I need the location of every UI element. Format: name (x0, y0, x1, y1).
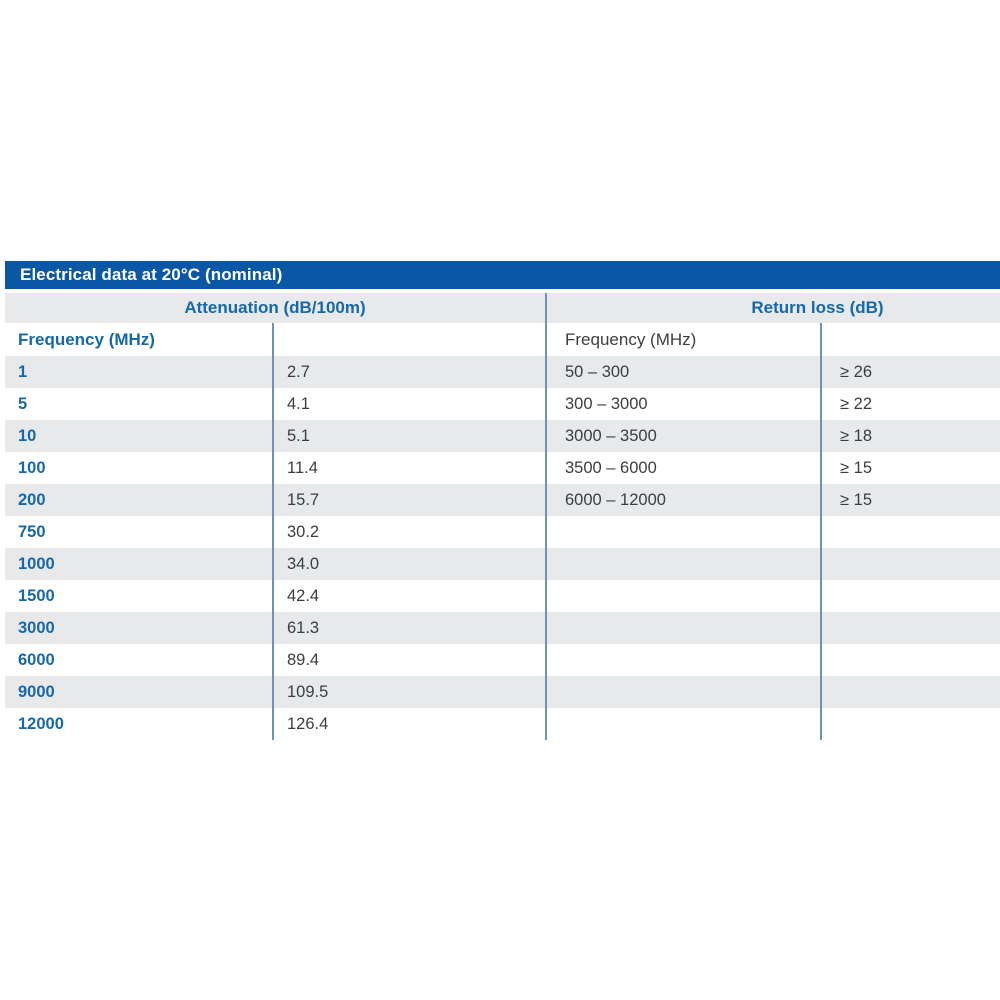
return-loss-value-cell: ≥ 15 (840, 490, 872, 509)
return-loss-value-cell (820, 644, 1000, 676)
table-title-bar: Electrical data at 20°C (nominal) (5, 261, 1000, 289)
table-row: 1000 34.0 (5, 548, 1000, 580)
frequency-range-cell (545, 548, 820, 580)
frequency-cell: 1000 (18, 554, 55, 573)
return-loss-value-cell (820, 580, 1000, 612)
section-divider-line (545, 293, 547, 740)
attenuation-value-cell: 34.0 (287, 554, 320, 573)
return-loss-value-cell (820, 612, 1000, 644)
table-row: 1500 42.4 (5, 580, 1000, 612)
return-loss-value-cell (820, 516, 1000, 548)
column-headers-row: Frequency (MHz) Frequency (MHz) (5, 323, 1000, 356)
frequency-cell: 1500 (18, 586, 55, 605)
frequency-cell: 6000 (18, 650, 55, 669)
return-loss-value-cell (820, 548, 1000, 580)
attenuation-value-cell: 42.4 (287, 586, 320, 605)
attenuation-value-cell: 5.1 (287, 426, 310, 445)
attenuation-value-cell: 2.7 (287, 362, 310, 381)
table-title: Electrical data at 20°C (nominal) (20, 265, 283, 284)
return-loss-value-cell (820, 676, 1000, 708)
table-row: 200 15.7 6000 – 12000 ≥ 15 (5, 484, 1000, 516)
table-row: 3000 61.3 (5, 612, 1000, 644)
attenuation-value-cell: 109.5 (287, 682, 329, 701)
frequency-range-cell (545, 580, 820, 612)
attenuation-value-cell: 4.1 (287, 394, 310, 413)
electrical-data-table: Electrical data at 20°C (nominal) Attenu… (5, 261, 1000, 740)
frequency-range-cell (545, 676, 820, 708)
frequency-range-cell: 3000 – 3500 (565, 426, 657, 445)
frequency-range-cell: 50 – 300 (565, 362, 630, 381)
return-loss-value-cell: ≥ 15 (840, 458, 872, 477)
frequency-cell: 9000 (18, 682, 55, 701)
section-headers-row: Attenuation (dB/100m) Return loss (dB) (5, 293, 1000, 323)
return-loss-frequency-column-header: Frequency (MHz) (565, 329, 697, 349)
title-divider-gap (5, 289, 1000, 293)
frequency-range-cell: 3500 – 6000 (565, 458, 657, 477)
frequency-cell: 5 (18, 394, 28, 413)
attenuation-value-cell: 30.2 (287, 522, 320, 541)
attenuation-value-cell: 11.4 (287, 458, 318, 477)
frequency-range-cell (545, 644, 820, 676)
table-row: 1 2.7 50 – 300 ≥ 26 (5, 356, 1000, 388)
frequency-cell: 10 (18, 426, 37, 445)
attenuation-column-divider-line (272, 323, 274, 740)
return-loss-value-cell: ≥ 26 (840, 362, 872, 381)
return-loss-value-column-spacer (820, 323, 1000, 356)
table-row: 6000 89.4 (5, 644, 1000, 676)
return-loss-value-cell: ≥ 22 (840, 394, 872, 413)
frequency-cell: 12000 (18, 714, 64, 733)
frequency-range-cell: 6000 – 12000 (565, 490, 666, 509)
frequency-range-cell (545, 516, 820, 548)
frequency-cell: 1 (18, 362, 28, 381)
return-loss-column-divider-line (820, 323, 822, 740)
attenuation-value-cell: 126.4 (287, 714, 329, 733)
attenuation-section-header: Attenuation (dB/100m) (184, 298, 366, 317)
return-loss-value-cell (820, 708, 1000, 740)
attenuation-value-cell: 15.7 (287, 490, 320, 509)
frequency-cell: 3000 (18, 618, 55, 637)
attenuation-value-cell: 61.3 (287, 618, 320, 637)
attenuation-value-cell: 89.4 (287, 650, 320, 669)
frequency-range-cell (545, 708, 820, 740)
table-row: 100 11.4 3500 – 6000 ≥ 15 (5, 452, 1000, 484)
return-loss-value-cell: ≥ 18 (840, 426, 872, 445)
frequency-range-cell: 300 – 3000 (565, 394, 648, 413)
table-row: 750 30.2 (5, 516, 1000, 548)
attenuation-value-column-spacer (272, 323, 545, 356)
frequency-cell: 200 (18, 490, 46, 509)
table-row: 9000 109.5 (5, 676, 1000, 708)
return-loss-section-header: Return loss (dB) (751, 298, 884, 317)
attenuation-frequency-column-header: Frequency (MHz) (18, 329, 155, 349)
frequency-range-cell (545, 612, 820, 644)
frequency-cell: 100 (18, 458, 46, 477)
table-row: 10 5.1 3000 – 3500 ≥ 18 (5, 420, 1000, 452)
table-row: 12000 126.4 (5, 708, 1000, 740)
frequency-cell: 750 (18, 522, 46, 541)
table-row: 5 4.1 300 – 3000 ≥ 22 (5, 388, 1000, 420)
